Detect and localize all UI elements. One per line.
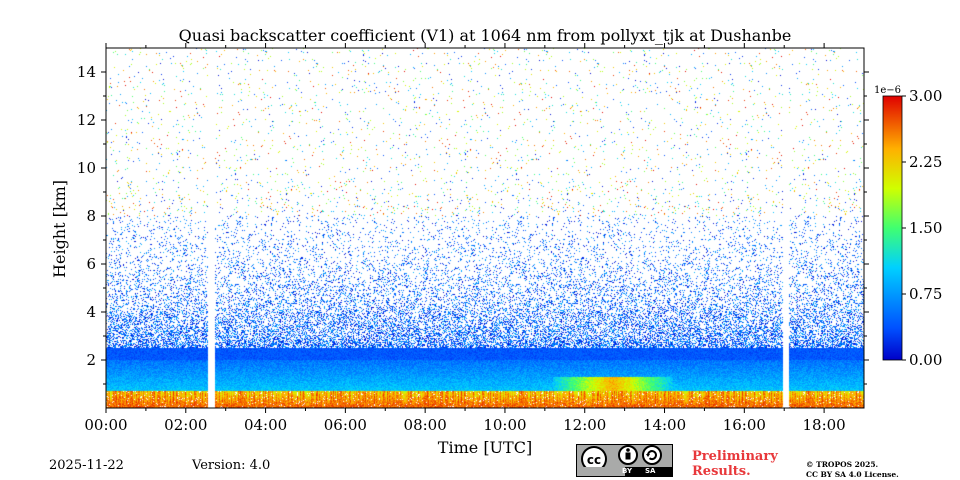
colorbar-tick-label: 1.50 bbox=[909, 219, 942, 237]
x-tick-label: 10:00 bbox=[483, 416, 526, 434]
plot-area bbox=[105, 47, 865, 409]
license-by-text: BY bbox=[622, 467, 633, 475]
version-label: Version: 4.0 bbox=[192, 458, 271, 473]
x-tick-label: 00:00 bbox=[84, 416, 127, 434]
colorbar bbox=[882, 95, 903, 361]
y-tick-label: 8 bbox=[86, 207, 96, 225]
y-tick-label: 14 bbox=[77, 63, 96, 81]
preliminary-line2: Results. bbox=[692, 464, 751, 479]
x-tick-label: 02:00 bbox=[164, 416, 207, 434]
svg-text:cc: cc bbox=[587, 453, 601, 467]
x-tick-label: 08:00 bbox=[404, 416, 447, 434]
x-tick-label: 16:00 bbox=[723, 416, 766, 434]
copyright-line1: © TROPOS 2025. bbox=[806, 460, 879, 469]
x-tick-label: 06:00 bbox=[324, 416, 367, 434]
x-axis-label: Time [UTC] bbox=[438, 438, 532, 457]
share-alike-icon bbox=[642, 445, 662, 465]
chart-title: Quasi backscatter coefficient (V1) at 10… bbox=[179, 26, 792, 45]
y-axis: 2 4 6 8 10 12 14 bbox=[77, 63, 869, 385]
x-tick-label: 18:00 bbox=[802, 416, 845, 434]
y-tick-label: 12 bbox=[77, 111, 96, 129]
y-tick-label: 10 bbox=[77, 159, 96, 177]
license-badge: cc BY SA bbox=[576, 444, 673, 477]
plot-frame bbox=[105, 47, 865, 409]
y-tick-label: 6 bbox=[86, 255, 96, 273]
x-axis: 00:00 02:00 04:00 06:00 08:00 10:00 12:00 14:00… bbox=[84, 43, 846, 434]
colorbar-ticks: 0.00 0.75 1.50 2.25 3.00 bbox=[902, 87, 942, 369]
x-tick-label: 14:00 bbox=[643, 416, 686, 434]
y-tick-label: 4 bbox=[86, 303, 96, 321]
copyright-note: © TROPOS 2025. CC BY SA 4.0 License. bbox=[806, 460, 899, 480]
preliminary-line1: Preliminary bbox=[692, 449, 778, 464]
colorbar-tick-label: 3.00 bbox=[909, 87, 942, 105]
colorbar-tick-label: 0.00 bbox=[909, 351, 942, 369]
colorbar-tick-label: 0.75 bbox=[909, 285, 942, 303]
license-sa-text: SA bbox=[645, 467, 656, 475]
x-tick-label: 12:00 bbox=[563, 416, 606, 434]
x-tick-label: 04:00 bbox=[244, 416, 287, 434]
heatmap-canvas bbox=[106, 48, 864, 408]
colorbar-tick-label: 2.25 bbox=[909, 153, 942, 171]
preliminary-note: Preliminary Results. bbox=[692, 449, 778, 479]
y-axis-label: Height [km] bbox=[50, 180, 69, 278]
copyright-line2: CC BY SA 4.0 License. bbox=[806, 470, 899, 479]
y-tick-label: 2 bbox=[86, 351, 96, 369]
date-label: 2025-11-22 bbox=[49, 458, 124, 473]
colorbar-exponent: 1e−6 bbox=[874, 85, 901, 96]
